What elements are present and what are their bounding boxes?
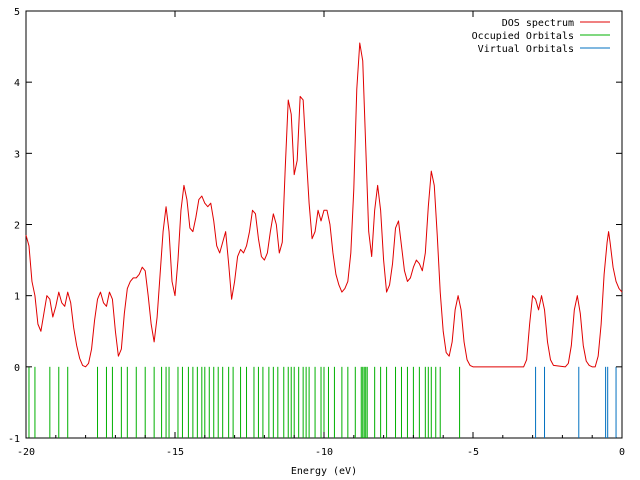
dos-spectrum-line-group — [25, 42, 623, 368]
y-tick-label: 1 — [14, 292, 20, 303]
x-tick-label: -10 — [315, 447, 333, 458]
y-tick-label: 2 — [14, 221, 20, 232]
x-axis-label: Energy (eV) — [291, 466, 357, 477]
y-tick-label: -1 — [8, 434, 20, 445]
x-tick-label: -15 — [166, 447, 184, 458]
x-tick-label: -5 — [467, 447, 479, 458]
y-tick-label: 0 — [14, 363, 20, 374]
virtual-orbitals-impulses — [535, 366, 617, 438]
dos-spectrum-line — [25, 42, 623, 368]
legend-label: Virtual Orbitals — [478, 44, 574, 55]
x-axis-ticks: -20 -15 -10 -5 0 — [17, 11, 625, 458]
occupied-orbitals-impulses — [28, 366, 461, 438]
y-axis-ticks: -1 0 1 2 3 4 5 — [8, 7, 622, 445]
y-tick-label: 3 — [14, 149, 20, 160]
legend-label: Occupied Orbitals — [472, 31, 574, 42]
x-tick-label: 0 — [619, 447, 625, 458]
legend-label: DOS spectrum — [502, 18, 574, 29]
y-tick-label: 4 — [14, 78, 20, 89]
y-tick-label: 5 — [14, 7, 20, 18]
x-tick-label: -20 — [17, 447, 35, 458]
legend: DOS spectrum Occupied Orbitals Virtual Orb… — [472, 18, 610, 55]
